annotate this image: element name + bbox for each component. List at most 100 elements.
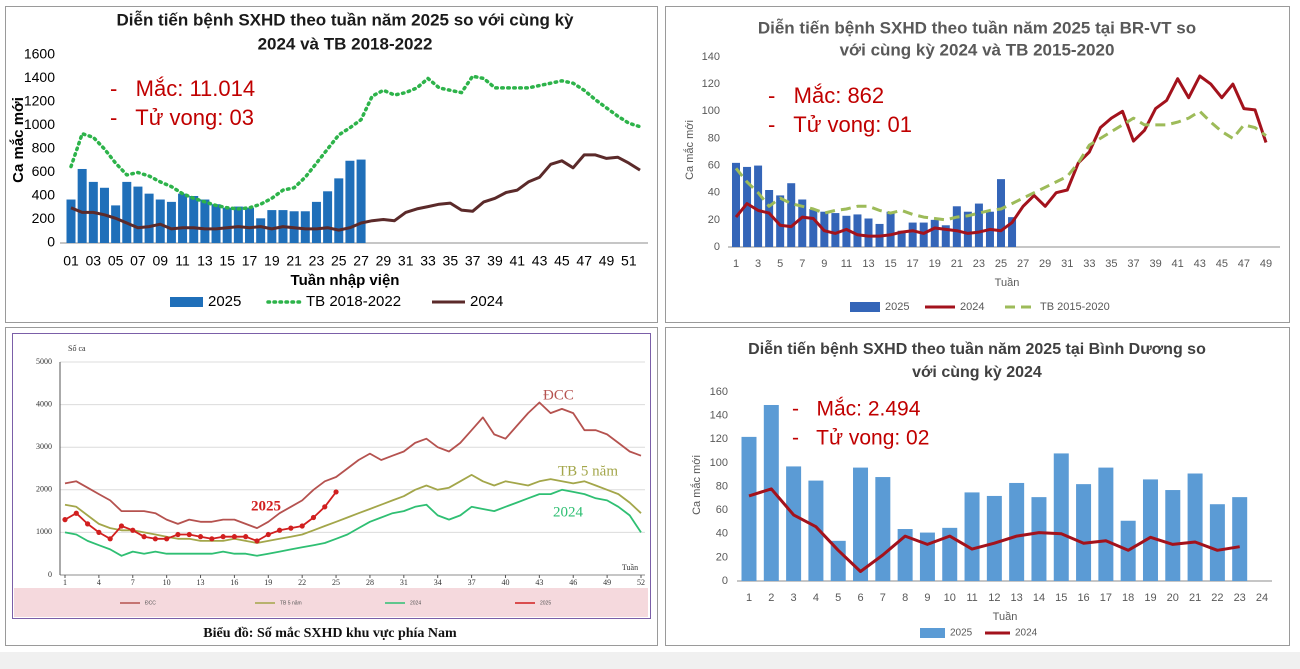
x-tick-label: 33: [1083, 258, 1095, 270]
bar: [952, 206, 961, 247]
series-line: [64, 401, 642, 529]
series-label: 2024: [553, 504, 584, 520]
bar: [1187, 473, 1203, 581]
bar: [200, 199, 210, 243]
y-tick-label: 1200: [24, 93, 55, 109]
caption: Biểu đồ: Số mắc SXHD khu vực phía Nam: [203, 626, 457, 641]
bar: [986, 495, 1002, 581]
series-line: [70, 153, 641, 232]
bar: [211, 204, 221, 243]
bar: [886, 211, 895, 247]
x-tick-label: 11: [175, 253, 190, 269]
x-tick-label: 23: [1234, 592, 1246, 604]
bar: [754, 165, 763, 247]
point: [152, 536, 158, 542]
x-tick-label: 01: [63, 253, 79, 269]
x-tick-label: 35: [1105, 258, 1117, 270]
series-label: TB 5 năm: [558, 463, 618, 479]
y-tick-label: 80: [708, 132, 720, 144]
bar: [166, 201, 176, 243]
annotation: - Tử vong: 01: [768, 112, 912, 137]
x-tick-label: 15: [884, 258, 896, 270]
bar: [1031, 497, 1047, 581]
series-line: [69, 74, 642, 211]
chart-title: với cùng kỳ 2024 và TB 2015-2020: [840, 40, 1115, 59]
status-strip: [0, 652, 1300, 669]
x-tick-label: 43: [535, 578, 543, 587]
x-tick-label: 47: [1238, 258, 1250, 270]
x-tick-label: 17: [1100, 592, 1112, 604]
y-tick-label: 100: [710, 457, 728, 469]
x-tick-label: 13: [197, 578, 205, 587]
y-axis-title: Ca mắc mới: [9, 97, 27, 183]
x-tick-label: 12: [988, 592, 1000, 604]
x-tick-label: 29: [1039, 258, 1051, 270]
legend-swatch: [920, 628, 945, 638]
x-tick-label: 15: [1055, 592, 1067, 604]
x-tick-label: 1: [746, 592, 752, 604]
x-tick-label: 43: [532, 253, 548, 269]
legend-label: 2025: [950, 628, 973, 639]
bar: [311, 201, 321, 243]
bar: [233, 206, 243, 243]
bar: [786, 466, 802, 581]
bar: [787, 183, 796, 247]
x-tick-label: 34: [434, 578, 442, 587]
legend-label: 2024: [470, 293, 503, 310]
x-tick-label: 03: [86, 253, 102, 269]
y-tick-label: 60: [716, 504, 728, 516]
legend-label: TB 2018-2022: [306, 293, 401, 310]
chart-title: Diễn tiến bệnh SXHD theo tuần năm 2025 t…: [748, 339, 1206, 358]
y-tick-label: 160: [710, 386, 728, 398]
bar: [66, 199, 76, 243]
bar: [808, 480, 824, 581]
y-tick-label: 60: [708, 159, 720, 171]
y-tick-label: 40: [708, 187, 720, 199]
bar: [245, 207, 255, 243]
y-tick-label: 3000: [36, 442, 52, 451]
bar: [1209, 504, 1225, 581]
y-tick-label: 0: [714, 241, 720, 253]
y-tick-label: 1000: [36, 527, 52, 536]
y-tick-label: 1400: [24, 69, 55, 85]
x-tick-label: 2: [768, 592, 774, 604]
series-line: [64, 474, 642, 544]
point: [254, 538, 260, 544]
bar: [732, 162, 740, 247]
x-tick-label: 31: [1061, 258, 1073, 270]
legend-swatch: [170, 297, 203, 307]
legend-swatch: [850, 302, 880, 312]
y-tick-label: 100: [702, 105, 720, 117]
bar: [122, 181, 132, 243]
x-tick-label: 29: [376, 253, 392, 269]
x-tick-label: 11: [841, 258, 852, 270]
bar: [189, 196, 199, 243]
y-tick-label: 1000: [24, 116, 55, 132]
bar: [323, 191, 333, 243]
x-tick-label: 16: [1077, 592, 1089, 604]
x-tick-label: 49: [599, 253, 615, 269]
x-tick-label: 51: [621, 253, 637, 269]
bar: [897, 230, 906, 247]
bar: [743, 166, 752, 247]
point: [209, 536, 215, 542]
point: [220, 534, 226, 540]
bar: [155, 199, 165, 243]
chart-title: Diễn tiến bệnh SXHD theo tuần năm 2025 t…: [758, 18, 1196, 37]
bar: [178, 193, 188, 243]
x-tick-label: 11: [966, 592, 977, 604]
point: [243, 534, 249, 540]
bar: [853, 214, 862, 247]
y-tick-label: 0: [47, 234, 55, 250]
x-tick-label: 27: [353, 253, 369, 269]
x-tick-label: 39: [1149, 258, 1161, 270]
x-tick-label: 33: [420, 253, 436, 269]
x-tick-label: 49: [1260, 258, 1272, 270]
x-tick-label: 1: [63, 578, 67, 587]
x-tick-label: 37: [468, 578, 476, 587]
bar: [1165, 490, 1181, 581]
point: [310, 514, 317, 521]
x-tick-label: 25: [332, 578, 340, 587]
y-tick-label: 120: [710, 433, 728, 445]
y-tick-label: 140: [702, 51, 720, 63]
